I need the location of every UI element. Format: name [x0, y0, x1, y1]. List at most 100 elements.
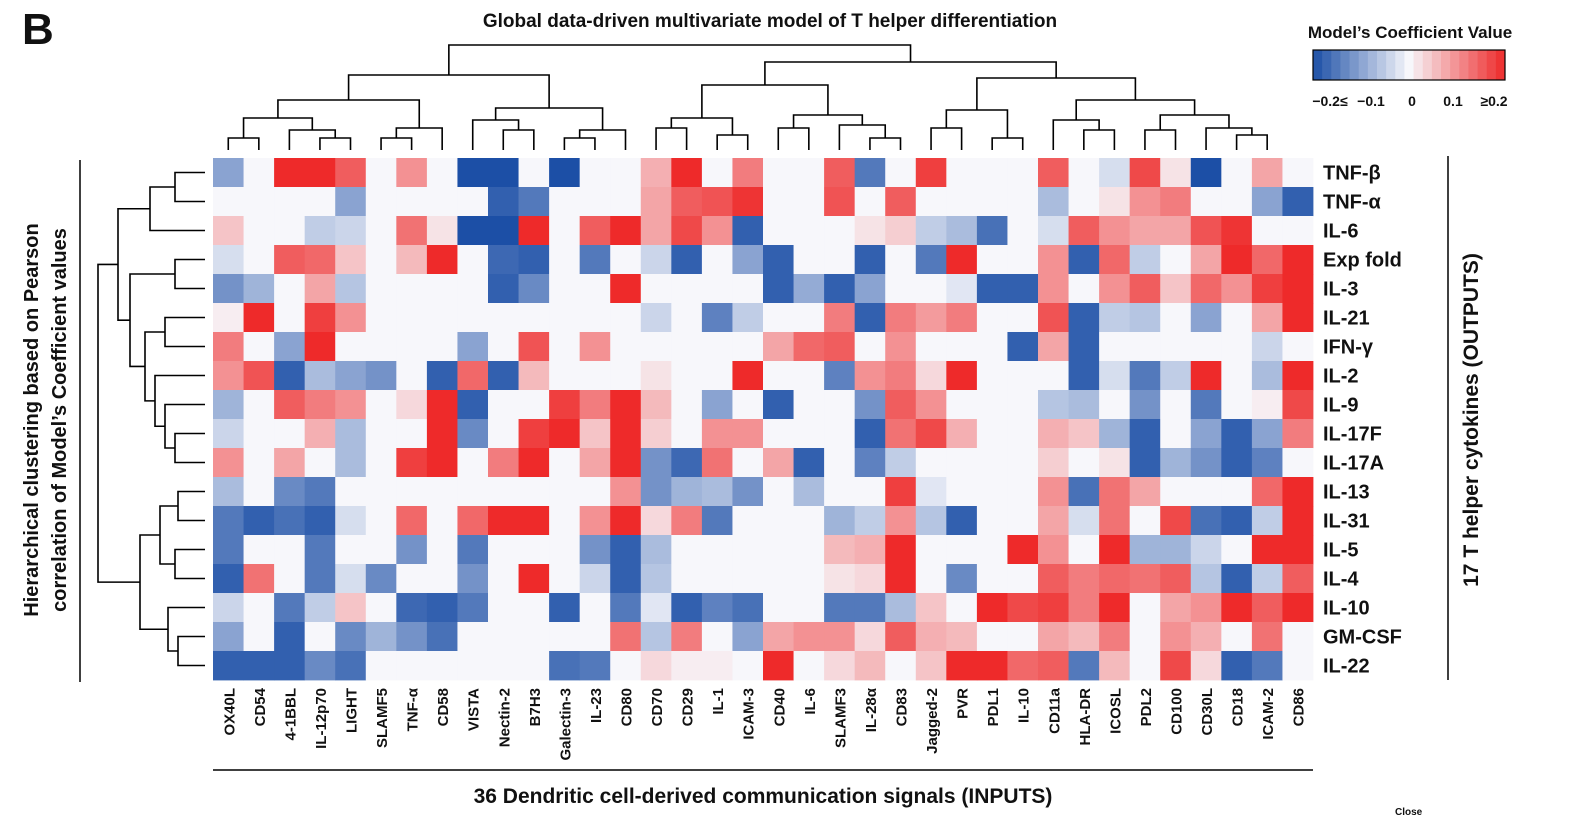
heatmap-cell	[396, 332, 428, 362]
heatmap-cell	[518, 506, 550, 536]
x-tick-label: CD30L	[1199, 688, 1216, 736]
heatmap-cell	[243, 332, 275, 362]
heatmap-cell	[640, 361, 672, 391]
heatmap-cell	[365, 564, 397, 594]
heatmap-cell	[1068, 477, 1100, 507]
heatmap-cell	[1282, 245, 1314, 275]
heatmap-cell	[1160, 593, 1192, 623]
dendrogram-branch	[288, 129, 337, 150]
heatmap-cell	[549, 564, 581, 594]
heatmap-cell	[518, 187, 550, 217]
heatmap-cell	[304, 419, 336, 449]
x-tick-label: CD70	[649, 688, 666, 726]
heatmap-cell	[1068, 274, 1100, 304]
dendrogram-branch	[1075, 99, 1196, 120]
dendrogram-branch	[716, 134, 749, 150]
heatmap-cell	[915, 332, 947, 362]
dendrogram-branch	[1052, 119, 1100, 150]
heatmap-cell	[793, 506, 825, 536]
heatmap-cell	[763, 187, 794, 217]
x-tick-label: IL-6	[802, 688, 819, 715]
heatmap-cell	[488, 361, 519, 391]
x-tick-label: Galectin-3	[557, 688, 574, 761]
heatmap-cell	[213, 477, 244, 507]
heatmap-cell	[1160, 274, 1192, 304]
heatmap-cell	[365, 506, 397, 536]
heatmap-cell	[701, 477, 733, 507]
heatmap-cell	[304, 593, 336, 623]
heatmap-cell	[579, 303, 611, 333]
heatmap-cell	[915, 274, 947, 304]
heatmap-cell	[854, 535, 886, 565]
heatmap-cell	[549, 216, 581, 246]
heatmap-cell	[243, 303, 275, 333]
dendrogram-branch	[1235, 134, 1268, 150]
heatmap-cell	[1038, 216, 1069, 246]
heatmap-cell	[1282, 506, 1314, 536]
heatmap-cell	[1190, 622, 1222, 652]
x-tick-label: LIGHT	[344, 688, 361, 733]
heatmap-cell	[426, 651, 458, 681]
heatmap-cell	[488, 651, 519, 681]
heatmap-cell	[1190, 477, 1222, 507]
heatmap-cell	[243, 651, 275, 681]
heatmap-cell	[671, 651, 703, 681]
heatmap-cell	[1282, 535, 1314, 565]
heatmap-cell	[701, 564, 733, 594]
heatmap-cell	[610, 158, 642, 188]
heatmap-cell	[1190, 651, 1222, 681]
heatmap-cell	[976, 535, 1008, 565]
heatmap-cell	[1068, 564, 1100, 594]
heatmap-cell	[824, 651, 856, 681]
heatmap-cell	[1282, 477, 1314, 507]
dendrogram-branch	[174, 432, 205, 464]
heatmap-cell	[824, 245, 856, 275]
heatmap-cell	[1099, 274, 1131, 304]
heatmap-cell	[824, 390, 856, 420]
heatmap-cell	[640, 216, 672, 246]
heatmap-cell	[640, 419, 672, 449]
x-tick-label: PVR	[955, 688, 972, 719]
heatmap-cell	[793, 477, 825, 507]
heatmap-cell	[1251, 187, 1283, 217]
heatmap-cell	[335, 390, 367, 420]
heatmap-cell	[579, 535, 611, 565]
heatmap-cell	[701, 651, 733, 681]
heatmap-cell	[1282, 448, 1314, 478]
heatmap-cell	[1251, 448, 1283, 478]
heatmap-cell	[274, 245, 306, 275]
heatmap-cell	[1221, 506, 1253, 536]
heatmap-cell	[335, 274, 367, 304]
heatmap-cell	[915, 361, 947, 391]
heatmap-cell	[1282, 216, 1314, 246]
heatmap-cell	[426, 535, 458, 565]
heatmap-cell	[640, 651, 672, 681]
heatmap-cell	[763, 419, 794, 449]
heatmap-cell	[1007, 216, 1039, 246]
heatmap-cell	[1038, 564, 1069, 594]
heatmap-cell	[885, 361, 917, 391]
heatmap-cell	[701, 419, 733, 449]
heatmap-cell	[1099, 535, 1131, 565]
heatmap-cell	[1099, 506, 1131, 536]
heatmap-cell	[854, 158, 886, 188]
x-tick-label: ICAM-3	[741, 688, 758, 740]
dendrogram-branch	[139, 534, 168, 631]
heatmap-cell	[213, 506, 244, 536]
heatmap-cell	[1068, 158, 1100, 188]
heatmap-cell	[488, 622, 519, 652]
heatmap-cell	[885, 187, 917, 217]
heatmap-cell	[701, 622, 733, 652]
heatmap-cell	[426, 274, 458, 304]
dendrogram-branch	[578, 129, 627, 150]
heatmap-cell	[1221, 216, 1253, 246]
heatmap-cell	[335, 187, 367, 217]
heatmap-cell	[976, 361, 1008, 391]
heatmap-cell	[610, 419, 642, 449]
heatmap-cell	[549, 332, 581, 362]
heatmap-cell	[1068, 332, 1100, 362]
y-tick-label: IL-6	[1323, 221, 1359, 243]
heatmap-cell	[396, 245, 428, 275]
heatmap-cell	[488, 216, 519, 246]
heatmap-cell	[549, 448, 581, 478]
